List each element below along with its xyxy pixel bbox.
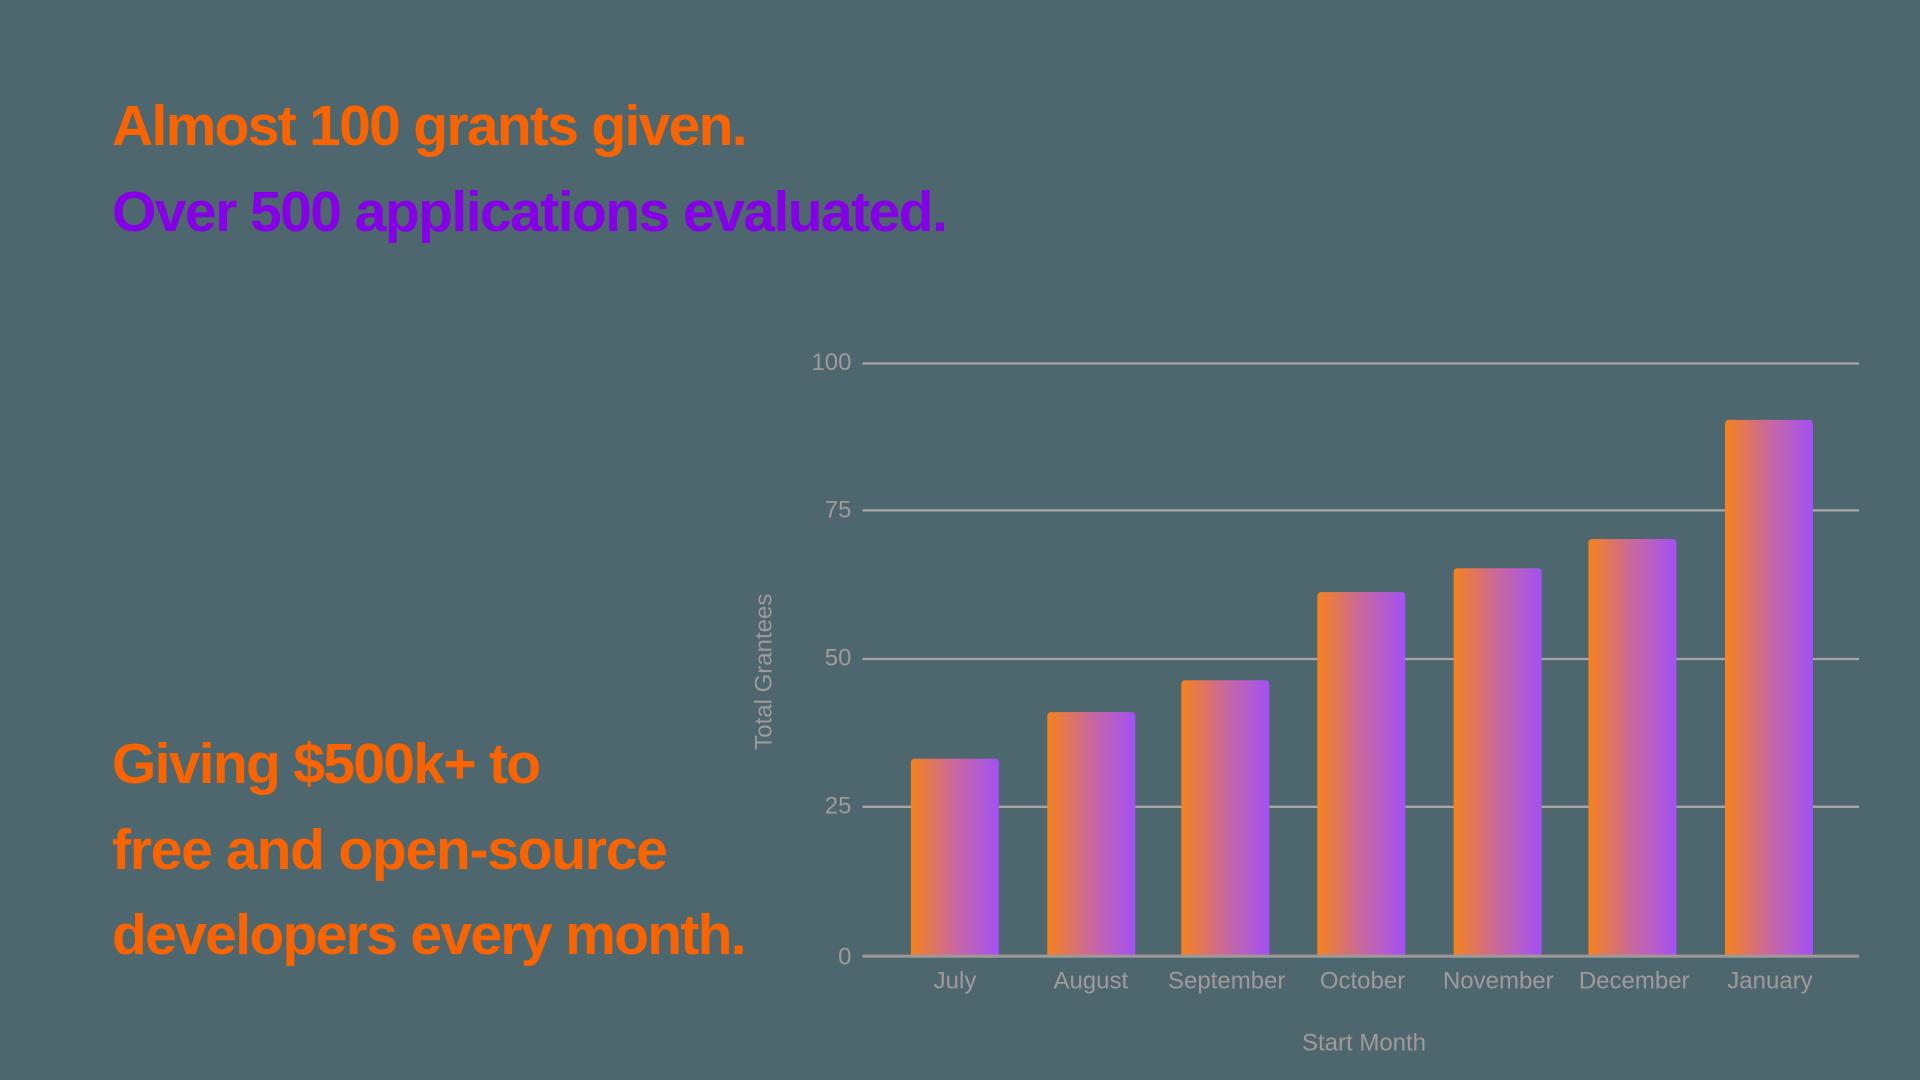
svg-text:25: 25 [825,793,852,820]
svg-text:50: 50 [825,645,852,672]
svg-text:December: December [1579,967,1690,994]
svg-text:January: January [1727,967,1812,994]
svg-text:75: 75 [825,496,852,523]
svg-text:100: 100 [811,349,851,376]
svg-text:October: October [1320,967,1405,994]
svg-text:Total Grantees: Total Grantees [751,594,778,750]
svg-text:September: September [1168,967,1285,994]
svg-text:August: August [1053,967,1128,994]
svg-text:0: 0 [838,943,851,970]
svg-text:November: November [1443,967,1554,994]
svg-text:July: July [934,967,977,994]
svg-text:Start Month: Start Month [1302,1030,1426,1057]
